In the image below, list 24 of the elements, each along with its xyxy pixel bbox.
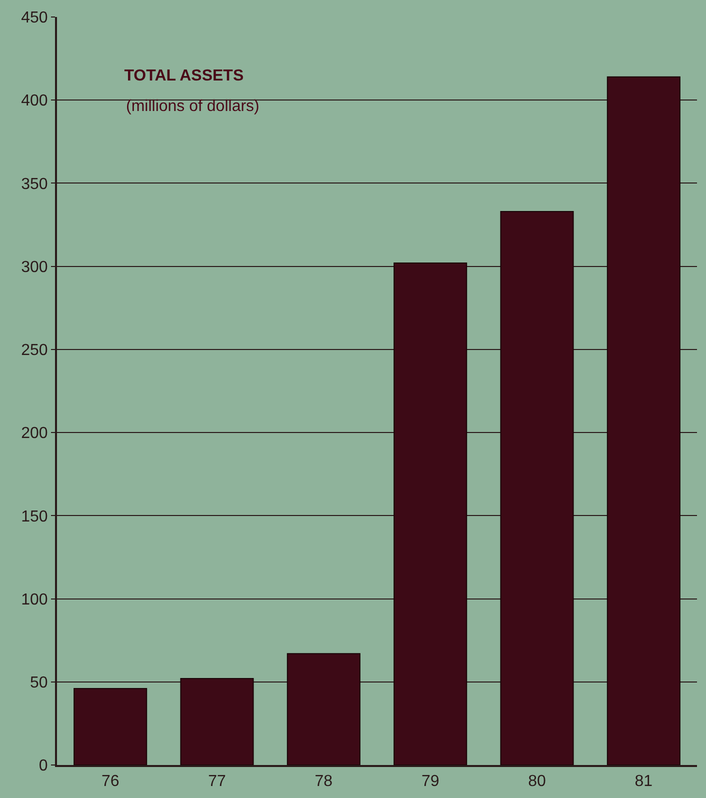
x-tick-label: 76 — [101, 773, 120, 790]
bar — [180, 678, 254, 765]
y-tick-label: 400 — [21, 92, 48, 110]
x-tick-label: 79 — [421, 773, 440, 790]
bar — [606, 76, 680, 765]
text: TOTAL ASSETS — [124, 68, 244, 85]
bar — [74, 688, 148, 765]
y-tick-label: 150 — [21, 508, 48, 526]
x-tick-label: 80 — [528, 773, 546, 790]
x-tick-label: 77 — [208, 773, 226, 790]
bar — [500, 210, 574, 765]
y-tick-label: 100 — [21, 591, 48, 608]
y-tick-label: 250 — [21, 342, 48, 360]
y-tick-label: 0 — [38, 758, 48, 775]
y-tick-label: 50 — [30, 674, 48, 692]
x-tick-label: 78 — [314, 773, 333, 790]
y-tick-label: 350 — [21, 176, 48, 193]
y-tick-label: 200 — [21, 425, 48, 442]
x-tick-label: 81 — [634, 773, 653, 790]
y-tick-label: 450 — [21, 10, 48, 27]
text: (millions of dollars) — [126, 98, 260, 115]
y-tick-label: 300 — [21, 258, 48, 276]
bar — [394, 262, 468, 765]
bar — [286, 653, 360, 765]
